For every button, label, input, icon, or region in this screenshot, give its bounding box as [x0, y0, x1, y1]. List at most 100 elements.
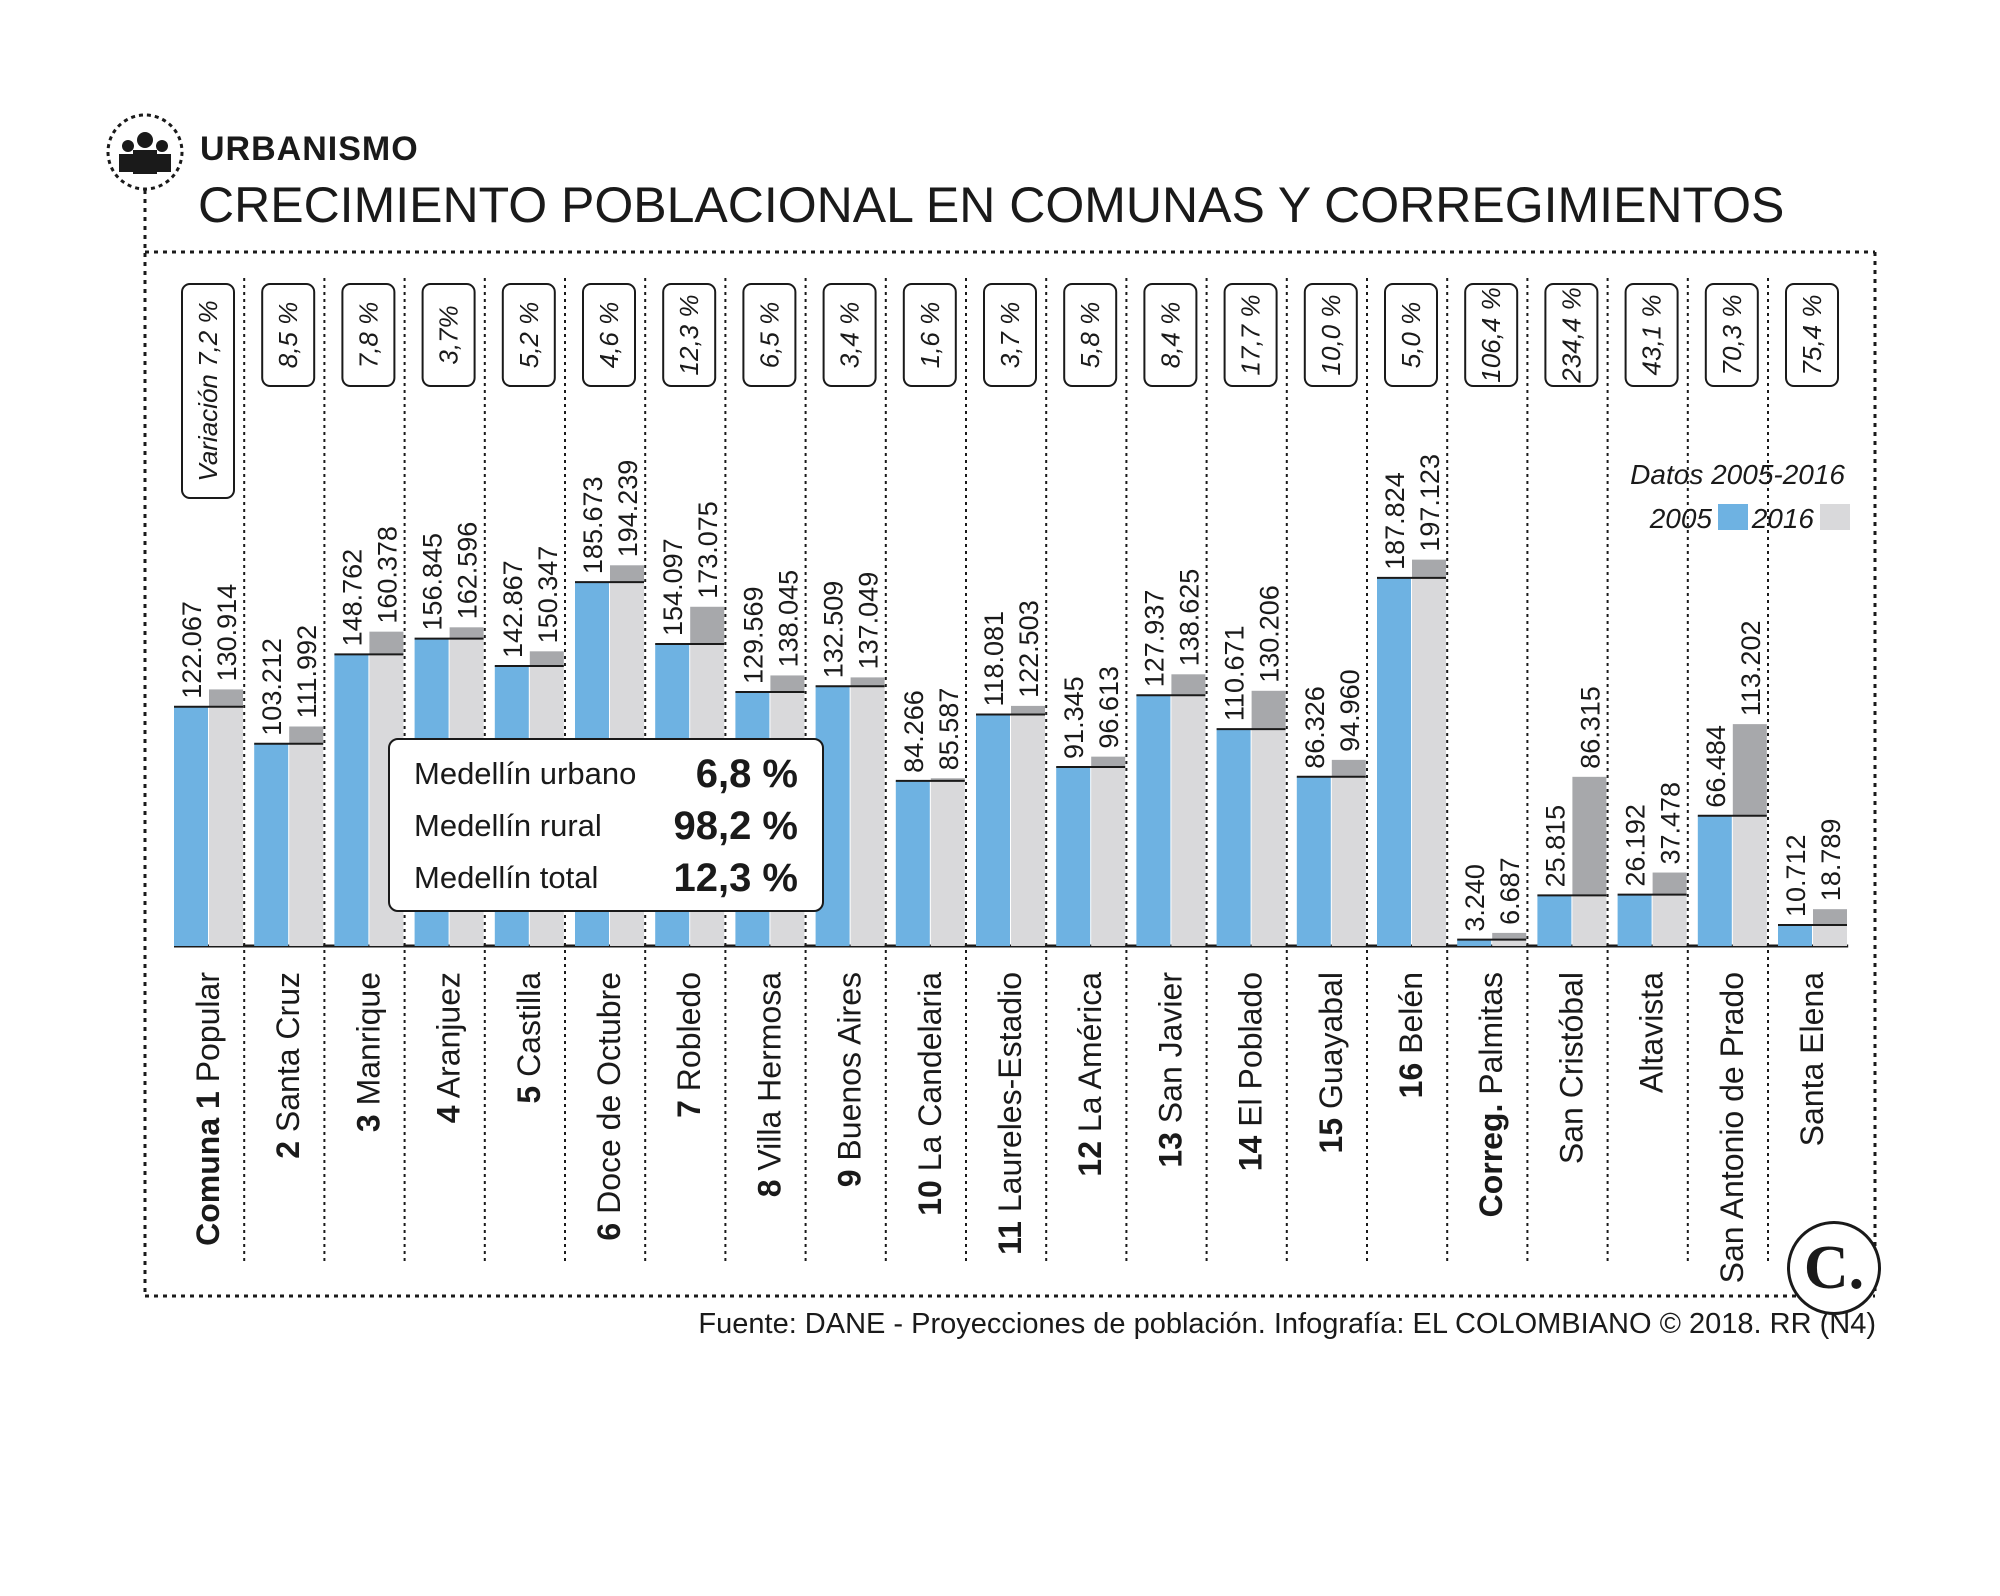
- variation-label: 7,8 %: [353, 302, 383, 369]
- value-label-2016: 197.123: [1415, 454, 1445, 552]
- value-label-2016: 86.315: [1575, 686, 1605, 769]
- value-label-2016: 37.478: [1656, 782, 1686, 865]
- variation-label: 43,1 %: [1637, 295, 1667, 376]
- value-label-2016: 160.378: [372, 526, 402, 624]
- variation-badge: 5,0 %: [1384, 283, 1438, 387]
- bar-2005: [1537, 895, 1572, 946]
- bar-2016-growth: [449, 627, 484, 639]
- variation-badge: 3,7%: [421, 283, 476, 387]
- value-label-2016: 122.503: [1014, 600, 1044, 698]
- bar-2005: [1377, 577, 1411, 946]
- category-label-number: 6: [591, 1223, 627, 1241]
- bar-2005: [1216, 729, 1251, 946]
- category-label-number: 4: [431, 1105, 467, 1123]
- bar-2016-growth: [289, 726, 324, 744]
- bar-2016: [850, 686, 885, 946]
- category-label-name: La América: [1072, 972, 1108, 1141]
- bar-2016: [1492, 939, 1527, 946]
- bar-2005: [254, 743, 289, 946]
- value-label-2005: 3.240: [1460, 864, 1490, 932]
- category-label-number: 14: [1233, 1135, 1269, 1171]
- bar-2016: [1251, 729, 1286, 946]
- variation-label: 1,6 %: [915, 302, 945, 369]
- bar-2016: [1652, 894, 1687, 946]
- category-label-number: 7: [671, 1100, 707, 1118]
- bar-2016-growth: [1652, 872, 1687, 895]
- summary-value: 98,2 %: [673, 803, 798, 848]
- bar-2016: [1813, 925, 1847, 946]
- value-label-2016: 150.347: [533, 546, 563, 644]
- bar-2016-growth: [1572, 776, 1607, 896]
- bar-2005: [1697, 815, 1732, 946]
- bar-2005: [1056, 766, 1091, 946]
- category-label-name: Robledo: [671, 972, 707, 1100]
- category-label: 5 Castilla: [511, 972, 547, 1104]
- category-label-name: Santa Cruz: [270, 972, 306, 1141]
- variation-box: [1384, 283, 1438, 387]
- summary-label: Medellín urbano: [414, 756, 637, 791]
- bar-2016-growth: [1331, 759, 1366, 777]
- bar-2016: [930, 780, 965, 946]
- bar-2016-growth: [690, 606, 725, 644]
- variation-label: 5,0 %: [1396, 302, 1426, 369]
- variation-label: 234,4 %: [1556, 287, 1586, 383]
- category-label-name: San Antonio de Prado: [1714, 972, 1750, 1283]
- category-label-name: Castilla: [511, 972, 547, 1086]
- summary-row: Medellín rural 98,2 %: [414, 800, 798, 852]
- variation-box: [1464, 283, 1519, 387]
- category-label-number: 13: [1152, 1132, 1188, 1168]
- variation-box: [742, 283, 797, 387]
- value-label-2005: 25.815: [1540, 805, 1570, 888]
- variation-box: [1704, 283, 1759, 387]
- category-label-name: San Cristóbal: [1553, 972, 1589, 1164]
- category-label: 10 La Candelaria: [912, 972, 948, 1216]
- summary-value: 12,3 %: [673, 855, 798, 900]
- bar-2005: [976, 714, 1010, 946]
- category-label-name: Manrique: [350, 972, 386, 1114]
- bar-2016-growth: [850, 677, 885, 687]
- variation-box: [983, 283, 1037, 387]
- category-label: Altavista: [1634, 972, 1670, 1093]
- category-label: 3 Manrique: [350, 972, 386, 1132]
- category-label: Correg. Palmitas: [1473, 972, 1509, 1217]
- variation-badge: 106,4 %: [1464, 283, 1519, 387]
- category-label-name: Santa Elena: [1794, 972, 1830, 1147]
- category-label: San Cristóbal: [1553, 972, 1589, 1164]
- value-label-2016: 162.596: [453, 522, 483, 620]
- category-label: 2 Santa Cruz: [270, 972, 306, 1159]
- value-label-2016: 85.587: [934, 688, 964, 771]
- variation-label: 70,3 %: [1717, 295, 1747, 376]
- variation-badge: 8,5 %: [261, 283, 316, 387]
- value-label-2005: 122.067: [177, 601, 207, 699]
- bar-2016: [209, 706, 243, 946]
- summary-row: Medellín total 12,3 %: [414, 852, 798, 904]
- value-label-2005: 66.484: [1701, 725, 1731, 808]
- bar-2016-growth: [209, 689, 243, 707]
- variation-badge: 4,6 %: [582, 283, 636, 387]
- category-label: 12 La América: [1072, 972, 1108, 1177]
- category-label: 8 Villa Hermosa: [751, 972, 787, 1197]
- category-label-number: Correg.: [1473, 1104, 1509, 1218]
- category-label-number: 11: [992, 1221, 1028, 1255]
- bar-2016-growth: [1732, 724, 1767, 816]
- value-label-2016: 111.992: [292, 625, 322, 719]
- bar-2016: [289, 743, 324, 946]
- value-label-2005: 110.671: [1220, 625, 1250, 721]
- category-label: 16 Belén: [1393, 972, 1429, 1098]
- variation-label: 4,6 %: [594, 302, 624, 369]
- variation-label: 17,7 %: [1236, 295, 1266, 376]
- category-label-name: Palmitas: [1473, 972, 1509, 1104]
- variation-label: 106,4 %: [1476, 287, 1506, 382]
- category-label-name: Popular: [190, 972, 226, 1092]
- bar-2005: [1617, 894, 1652, 946]
- category-label-number: 8: [751, 1179, 787, 1197]
- summary-label: Medellín total: [414, 860, 599, 895]
- variation-box: [501, 283, 556, 387]
- variation-label: 5,2 %: [514, 302, 544, 369]
- variation-label: Variación 7,2 %: [193, 300, 223, 481]
- variation-box: [902, 283, 957, 387]
- variation-badge: 5,2 %: [501, 283, 556, 387]
- bar-2005: [1778, 925, 1812, 946]
- bar-2005: [895, 780, 930, 946]
- legend-label-2016: 2016: [1751, 503, 1815, 534]
